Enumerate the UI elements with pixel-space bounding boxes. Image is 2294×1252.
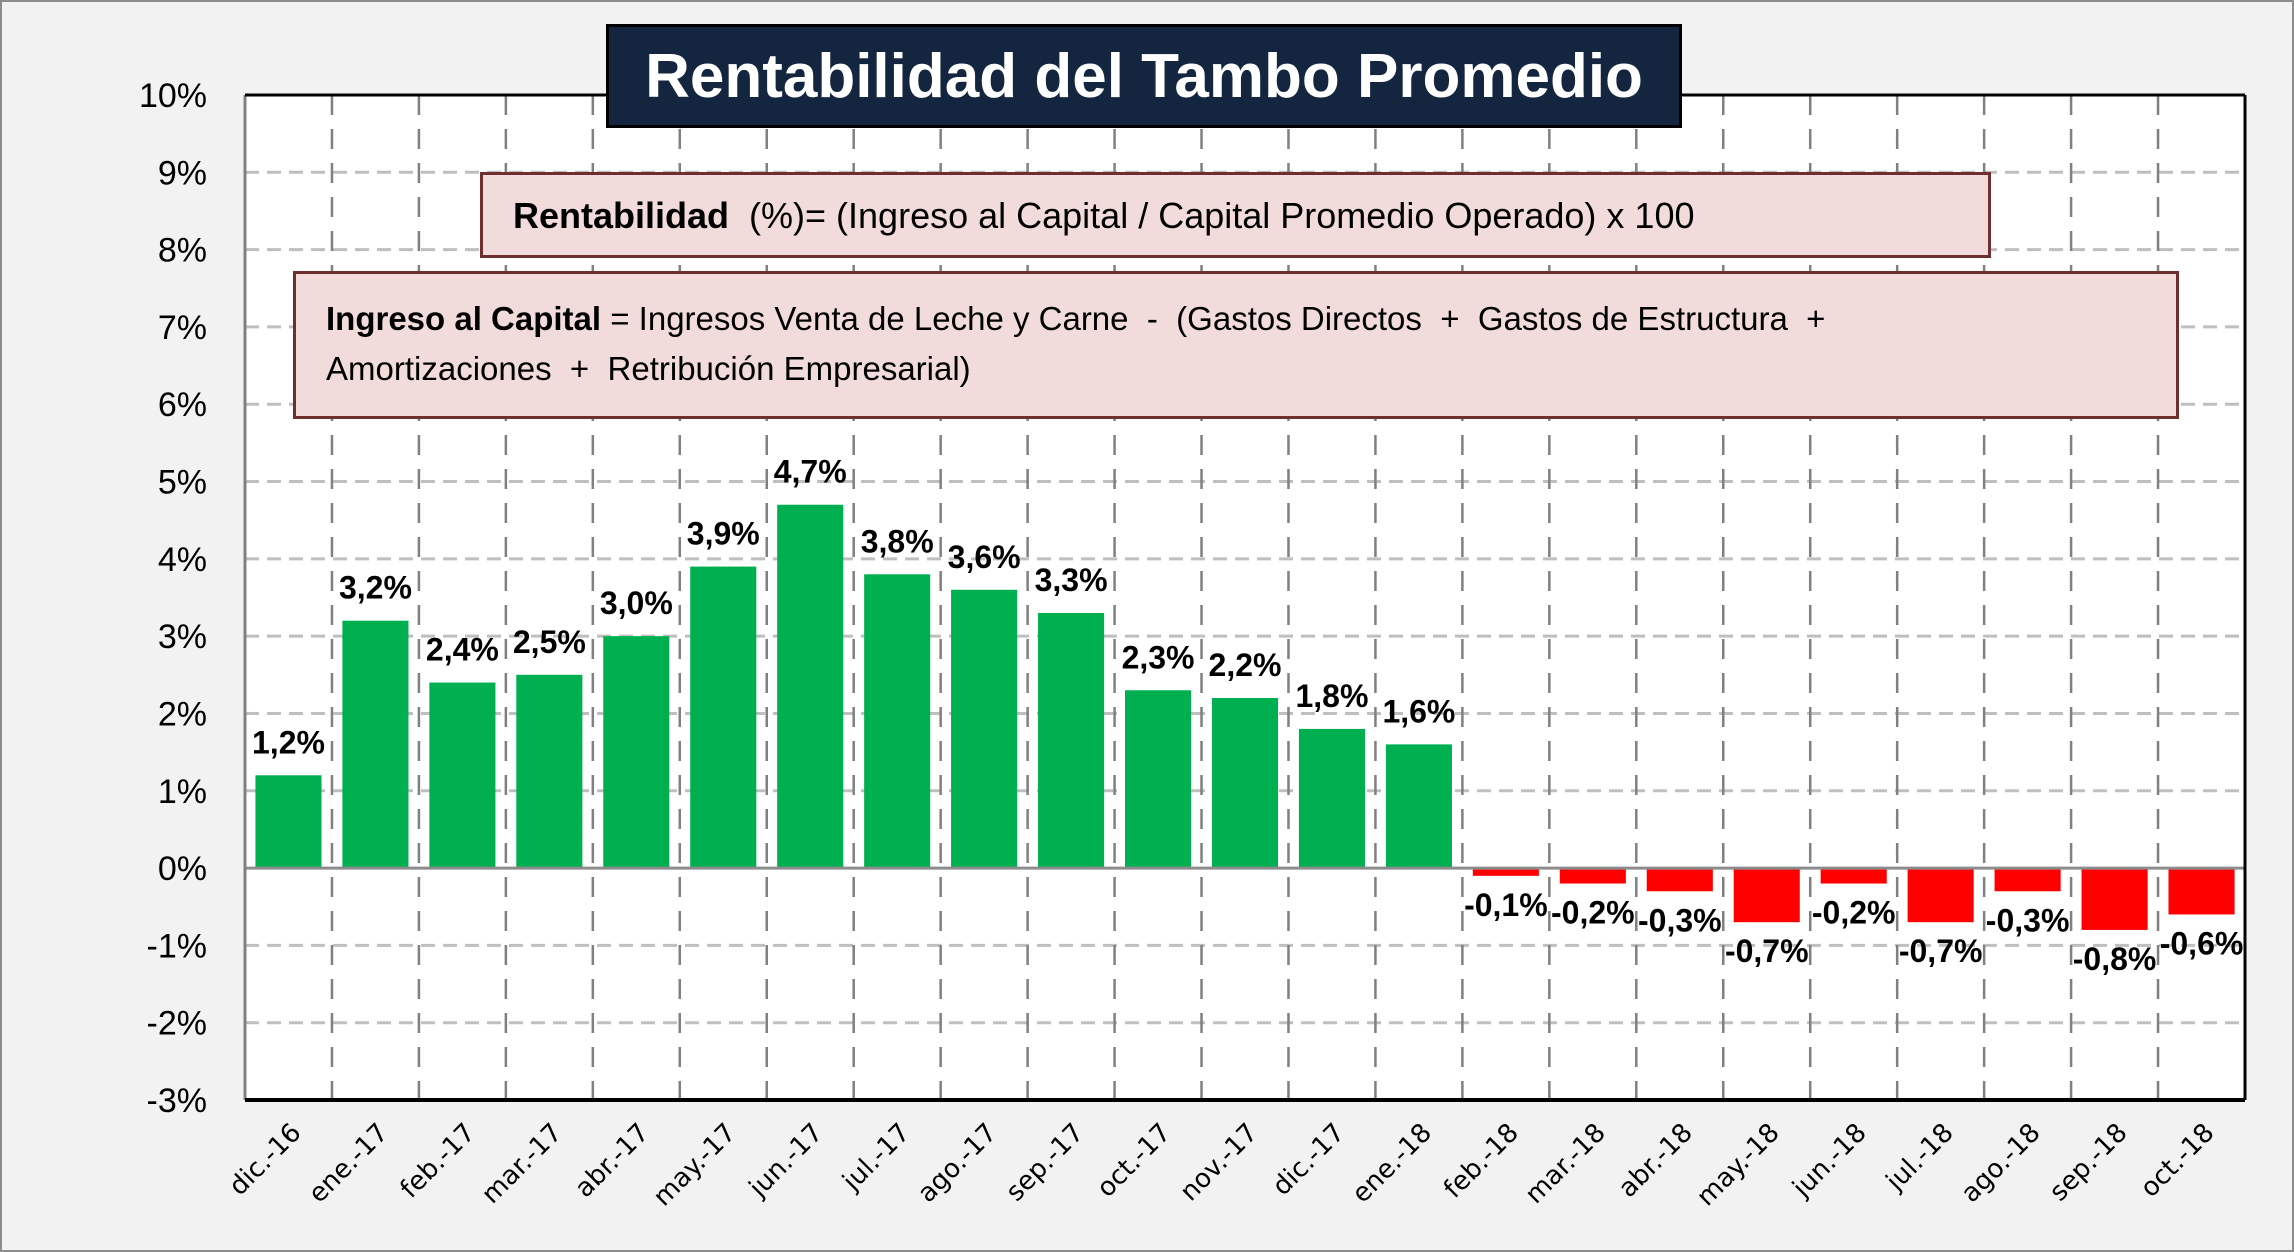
y-tick-label: 10% [139, 77, 207, 115]
plot-area [245, 95, 2245, 1100]
bar-ene-17 [342, 620, 409, 869]
rentabilidad-formula-definition: (%)= (Ingreso al Capital / Capital Prome… [729, 195, 1695, 236]
bar-may-17 [690, 566, 757, 869]
data-label: 2,4% [426, 632, 499, 668]
data-label: 3,6% [948, 539, 1021, 575]
x-tick-label: may.-17 [648, 1118, 743, 1213]
y-tick-label: -1% [147, 927, 207, 965]
data-label: 1,2% [252, 724, 325, 760]
x-tick-label: feb.-18 [1438, 1118, 1525, 1205]
data-label: 3,3% [1035, 562, 1108, 598]
y-tick-label: 7% [158, 309, 207, 347]
bar-mar-18 [1559, 868, 1626, 884]
ingreso-formula-line1: = Ingresos Venta de Leche y Carne - (Gas… [601, 300, 1826, 337]
y-tick-label: 4% [158, 541, 207, 579]
bar-ago-17 [951, 589, 1018, 869]
chart-title-box: Rentabilidad del Tambo Promedio [606, 24, 1682, 128]
data-label: 2,5% [513, 624, 586, 660]
x-tick-label: sep.-17 [1000, 1118, 1090, 1208]
x-tick-label: nov.-17 [1175, 1118, 1264, 1207]
bar-ago-18 [1994, 868, 2061, 892]
y-tick-label: 6% [158, 386, 207, 424]
data-label: 3,9% [687, 516, 760, 552]
data-label: -0,1% [1464, 887, 1548, 923]
x-tick-label: jul.-18 [1880, 1118, 1960, 1198]
x-tick-label: jul.-17 [836, 1118, 916, 1198]
data-label: 1,6% [1382, 693, 1455, 729]
x-tick-label: ago.-18 [1956, 1118, 2047, 1209]
data-labels: 1,2% 3,2% 2,4% 2,5% 3,0% 3,9% 4,7% 3,8% 3,6% 3,3%… [252, 454, 2243, 977]
x-tick-label: oct.-18 [2135, 1118, 2221, 1204]
bar-ene-18 [1385, 744, 1452, 869]
data-label: -0,2% [1812, 895, 1896, 931]
y-tick-label: 1% [158, 773, 207, 811]
x-tick-label: abr.-17 [569, 1118, 655, 1204]
data-label: -0,7% [1725, 933, 1809, 969]
y-tick-label: 9% [158, 154, 207, 192]
bar-jul-17 [864, 574, 931, 869]
bar-abr-17 [603, 636, 670, 869]
data-label: -0,2% [1551, 895, 1635, 931]
y-axis-ticks: 10% 9% 8% 7% 6% 5% 4% 3% 2% 1% 0% -1% -2% -3% [139, 77, 207, 1120]
y-tick-label: 3% [158, 618, 207, 656]
x-tick-label: abr.-18 [1613, 1118, 1699, 1204]
data-label: 2,3% [1122, 639, 1195, 675]
x-tick-label: mar.-18 [1520, 1118, 1612, 1210]
x-tick-label: mar.-17 [476, 1118, 568, 1210]
data-label: 3,2% [339, 570, 412, 606]
y-tick-label: 8% [158, 232, 207, 270]
bar-sep-17 [1038, 612, 1105, 869]
bar-dic-17 [1298, 728, 1365, 869]
rentabilidad-formula-term: Rentabilidad [513, 195, 730, 236]
data-label: 3,8% [861, 523, 934, 559]
x-tick-label: feb.-17 [395, 1118, 482, 1205]
data-label: -0,3% [1986, 902, 2070, 938]
data-label: -0,3% [1638, 902, 1722, 938]
bar-may-18 [1733, 868, 1800, 923]
data-label: 4,7% [774, 454, 847, 490]
data-label: 1,8% [1295, 678, 1368, 714]
bar-jul-18 [1907, 868, 1974, 923]
bar-abr-18 [1646, 868, 1713, 892]
bar-dic-16 [255, 775, 322, 869]
x-tick-label: ene.-18 [1347, 1118, 1438, 1209]
data-label: -0,7% [1899, 933, 1983, 969]
x-tick-label: jun.-17 [743, 1118, 829, 1204]
x-tick-label: sep.-18 [2044, 1118, 2134, 1208]
bar-mar-17 [516, 674, 583, 869]
bar-nov-17 [1211, 698, 1279, 869]
chart-title: Rentabilidad del Tambo Promedio [645, 41, 1643, 111]
data-label: -0,6% [2160, 925, 2244, 961]
rentabilidad-formula-box: Rentabilidad (%)= (Ingreso al Capital / … [480, 172, 1991, 258]
x-tick-label: ene.-17 [303, 1118, 394, 1209]
data-label: -0,8% [2073, 941, 2157, 977]
x-tick-label: may.-18 [1691, 1118, 1786, 1213]
x-tick-label: ago.-17 [912, 1118, 1003, 1209]
x-tick-label: dic.-17 [1267, 1118, 1351, 1202]
y-tick-label: 0% [158, 850, 207, 888]
bars [255, 504, 2235, 930]
bar-jun-18 [1820, 868, 1887, 884]
ingreso-formula-term: Ingreso al Capital [326, 300, 602, 337]
x-tick-label: jun.-18 [1786, 1118, 1872, 1204]
bar-sep-18 [2081, 868, 2148, 930]
ingreso-formula-box: Ingreso al Capital = Ingresos Venta de L… [293, 271, 2179, 419]
bar-feb-17 [429, 682, 496, 869]
y-tick-label: 2% [158, 695, 207, 733]
x-tick-label: oct.-17 [1091, 1118, 1177, 1204]
bar-feb-18 [1472, 868, 1539, 876]
y-tick-label: -3% [147, 1082, 207, 1120]
data-label: 3,0% [600, 585, 673, 621]
bar-oct-17 [1125, 690, 1192, 869]
bar-oct-18 [2168, 868, 2235, 915]
y-tick-label: 5% [158, 464, 207, 502]
ingreso-formula-line2: Amortizaciones + Retribución Empresarial… [326, 350, 971, 387]
y-tick-label: -2% [147, 1005, 207, 1043]
data-label: 2,2% [1209, 647, 1282, 683]
bar-jun-17 [777, 504, 844, 869]
x-tick-label: dic.-16 [223, 1118, 307, 1202]
